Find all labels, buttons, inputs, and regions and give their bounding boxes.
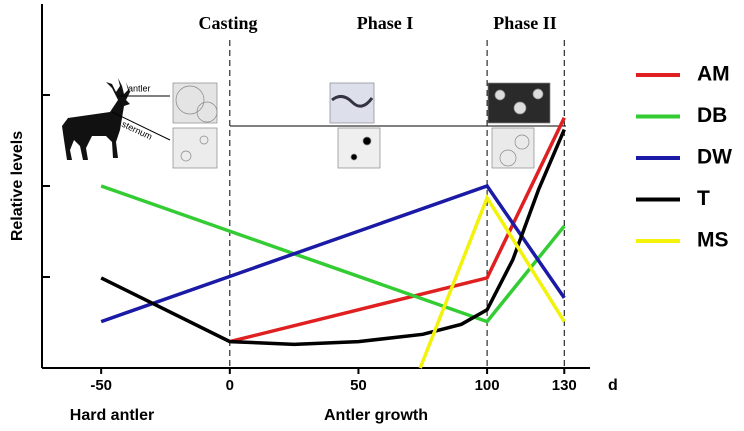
x-tick-label: 50: [350, 377, 367, 394]
deer-illustration: [62, 78, 171, 160]
legend-label: DW: [697, 146, 732, 169]
phase-label: Casting: [198, 13, 257, 33]
series-line: [100, 184, 566, 324]
legend-label: DB: [697, 104, 727, 127]
series-line: [418, 193, 566, 369]
series-line: [100, 183, 566, 324]
series-line: [229, 116, 566, 344]
y-axis-label: Relative levels: [9, 131, 26, 241]
x-tick-label: 130: [552, 377, 577, 394]
x-tick-label: 100: [475, 377, 500, 394]
micrographs: [172, 82, 551, 169]
image-label: antler: [128, 83, 151, 93]
period-label: Hard antler: [70, 407, 154, 424]
legend-label: T: [697, 187, 710, 210]
legend-label: MS: [697, 229, 729, 252]
period-label: Antler growth: [324, 407, 428, 424]
series-line: [100, 128, 566, 347]
image-label: sternum: [120, 119, 154, 142]
x-tick-label: -50: [90, 377, 112, 394]
x-unit: d: [608, 377, 618, 394]
phase-label: Phase I: [357, 13, 414, 33]
phase-label: Phase II: [493, 13, 557, 33]
legend-label: AM: [697, 63, 730, 86]
x-tick-label: 0: [226, 377, 234, 394]
